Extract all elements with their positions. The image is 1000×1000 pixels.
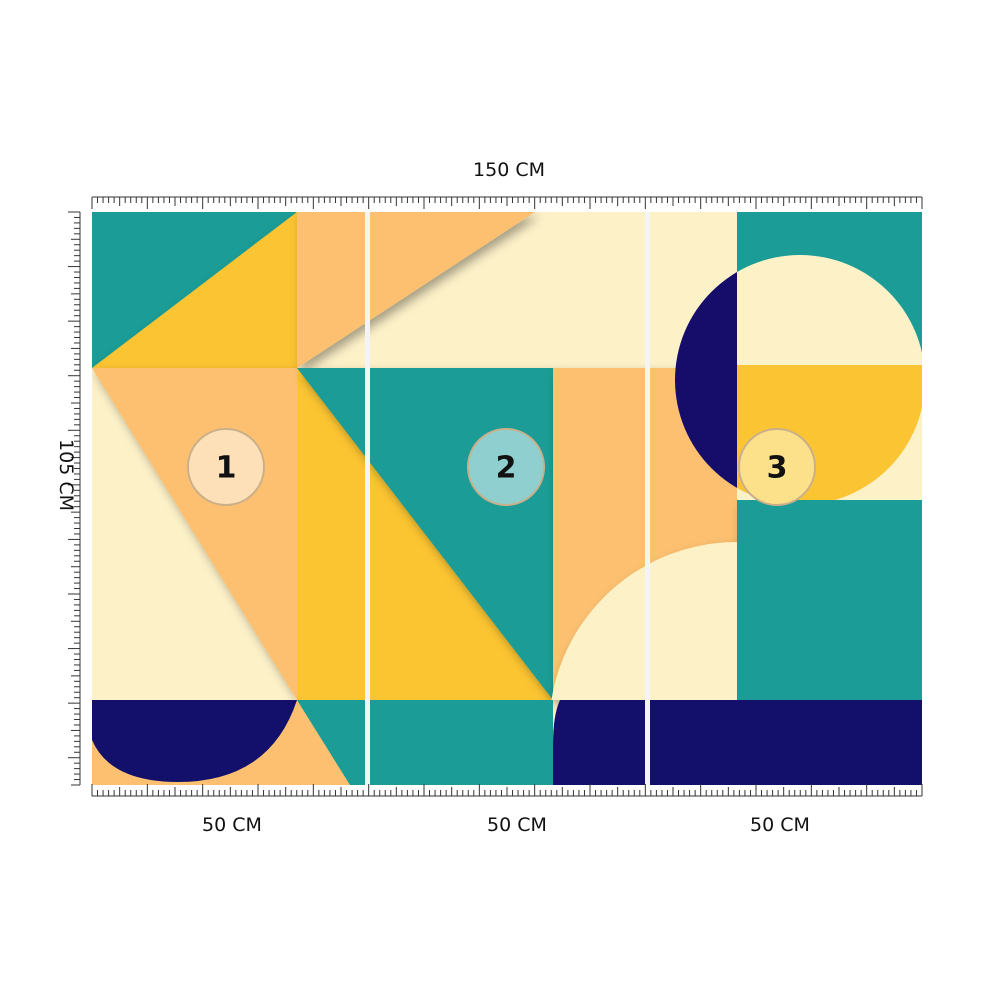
width-label: 150 CM (473, 159, 545, 181)
artwork (92, 212, 922, 785)
panel-badge (187, 428, 265, 506)
panel-badge (738, 428, 816, 506)
panel-number: 1 (216, 451, 237, 486)
panel-divider (645, 212, 650, 785)
panel-number: 2 (496, 451, 517, 486)
panel-number: 3 (767, 451, 788, 486)
panel-divider (365, 212, 370, 785)
panel-badge (467, 428, 545, 506)
panel-width: 50 CM (487, 814, 547, 836)
height-label: 105 CM (55, 439, 77, 511)
panel-labels: 1 50 CM 2 50 CM 3 50 CM (187, 428, 816, 836)
rulers (68, 196, 923, 797)
panel-width: 50 CM (202, 814, 262, 836)
panel-width: 50 CM (750, 814, 810, 836)
